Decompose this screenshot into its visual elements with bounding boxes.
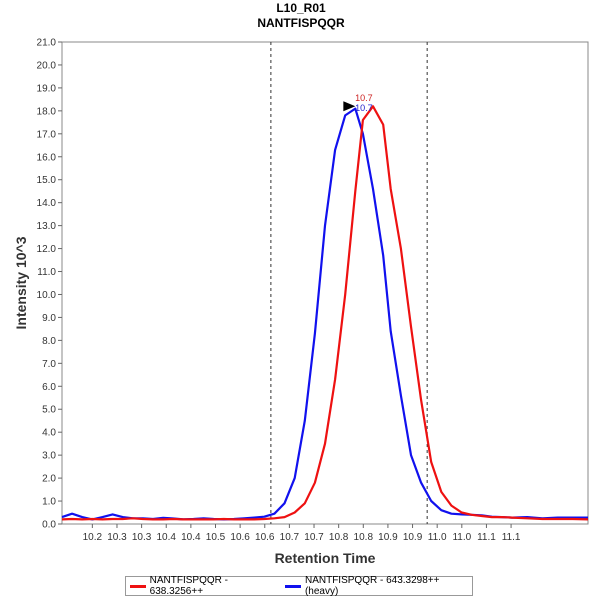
y-tick-label: 0.0 [42,520,56,531]
y-tick-label: 1.0 [42,497,56,508]
y-axis-ticks: 0.0 1.0 2.0 3.0 4.0 5.0 6.0 7.0 8.0 9.0 10.0 11.0 12… [37,38,62,531]
legend-swatch-blue [285,584,301,588]
y-tick-label: 12.0 [37,244,57,255]
y-tick-label: 10.0 [37,290,57,301]
legend-entry-light: NANTFISPQQR - 638.3256++ [126,575,281,597]
x-tick-label: 10.3 [132,532,152,543]
legend-swatch-red [130,584,146,588]
peak-marker [343,101,356,112]
y-tick-label: 19.0 [37,83,57,94]
y-tick-label: 14.0 [37,198,57,209]
x-tick-label: 11.1 [477,532,496,543]
y-tick-label: 17.0 [37,129,57,140]
x-tick-label: 10.7 [280,532,300,543]
y-axis-label: Intensity 10^3 [13,236,29,329]
peak-label: 10.7 [355,93,373,103]
legend-label-light: NANTFISPQQR - 638.3256++ [149,575,228,597]
legend-label-heavy: NANTFISPQQR - 643.3298++ (heavy) [304,575,440,597]
y-tick-label: 5.0 [42,405,56,416]
x-tick-label: 10.4 [181,532,201,543]
x-tick-label: 10.3 [107,532,127,543]
y-tick-label: 3.0 [42,451,56,462]
y-tick-label: 4.0 [42,428,56,439]
peak-boundaries [270,42,428,524]
series-layer [61,105,589,521]
x-tick-label: 11.0 [452,532,471,543]
legend: NANTFISPQQR - 638.3256++ NANTFISPQQR - 6… [125,575,473,597]
legend-entry-heavy: NANTFISPQQR - 643.3298++ (heavy) [281,575,472,597]
y-tick-label: 18.0 [37,106,57,117]
peak-annotations: 10.710.7 [343,93,373,113]
x-tick-label: 10.8 [329,532,349,543]
x-tick-label: 10.9 [378,532,398,543]
y-tick-label: 7.0 [42,359,56,370]
x-tick-label: 10.6 [255,532,275,543]
x-tick-label: 10.7 [304,532,324,543]
y-tick-label: 15.0 [37,175,57,186]
y-tick-label: 2.0 [42,474,56,485]
x-tick-label: 10.9 [403,532,423,543]
y-tick-label: 13.0 [37,221,57,232]
x-tick-label: 11.0 [428,532,447,543]
x-tick-label: 10.5 [206,532,226,543]
y-tick-label: 20.0 [37,60,57,71]
x-tick-label: 11.1 [502,532,521,543]
y-tick-label: 9.0 [42,313,56,324]
x-axis-label: Retention Time [275,550,376,566]
plot-area [61,41,589,525]
y-tick-label: 8.0 [42,336,56,347]
y-tick-label: 11.0 [37,267,56,278]
chart-svg: L10_R01 NANTFISPQQR 10.2 10.3 10.3 10.4 10.4… [13,1,589,566]
y-tick-label: 6.0 [42,382,56,393]
x-tick-label: 10.8 [354,532,374,543]
peak-label: 10.7 [355,103,373,113]
series-line-light [61,105,589,521]
x-tick-label: 10.2 [83,532,103,543]
chart-subtitle: NANTFISPQQR [257,16,345,30]
chart-title: L10_R01 [276,1,326,15]
x-tick-label: 10.4 [157,532,177,543]
x-axis-ticks: 10.2 10.3 10.3 10.4 10.4 10.5 10.6 10.6 10.7 10.7… [83,524,521,543]
x-tick-label: 10.6 [230,532,250,543]
y-tick-label: 21.0 [37,38,57,49]
y-tick-label: 16.0 [37,152,57,163]
